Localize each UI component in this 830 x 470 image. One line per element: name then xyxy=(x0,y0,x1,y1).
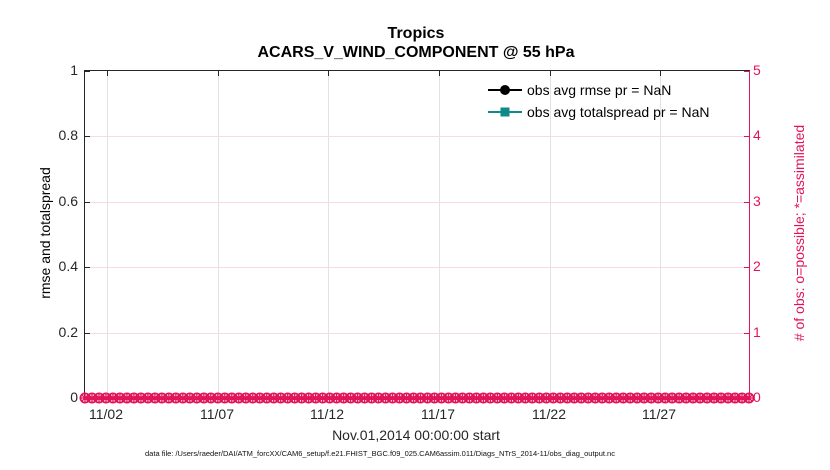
right-tick-label: 2 xyxy=(753,258,761,274)
x-tick-mark xyxy=(550,71,551,76)
right-tick-label: 0 xyxy=(753,389,761,405)
right-tick-mark xyxy=(744,333,749,334)
horizontal-gridline xyxy=(85,136,749,137)
right-axis-label: # of obs: o=possible; *=assimilated xyxy=(791,124,807,342)
right-tick-mark xyxy=(744,136,749,137)
plot-subtitle: ACARS_V_WIND_COMPONENT @ 55 hPa xyxy=(257,44,575,61)
legend-item: obs avg totalspread pr = NaN xyxy=(488,101,710,123)
left-tick-mark xyxy=(85,202,90,203)
vertical-gridline xyxy=(328,71,329,398)
x-tick-label: 11/27 xyxy=(642,406,676,422)
plot-area: obs avg rmse pr = NaN obs avg totalspread… xyxy=(79,70,755,404)
vertical-gridline xyxy=(107,71,108,398)
x-tick-label: 11/22 xyxy=(532,406,566,422)
obs-count-marker-band xyxy=(79,392,755,404)
x-tick-label: 11/02 xyxy=(89,406,123,422)
right-tick-label: 1 xyxy=(753,324,761,340)
left-tick-label: 0.2 xyxy=(58,324,78,340)
left-tick-mark xyxy=(85,136,90,137)
x-tick-label: 11/12 xyxy=(310,406,344,422)
left-axis-label: rmse and totalspread xyxy=(37,167,53,299)
data-file-path: data file: /Users/raeder/DAI/ATM_forcXX/… xyxy=(145,449,615,458)
right-tick-mark xyxy=(744,267,749,268)
left-tick-label: 0.6 xyxy=(58,193,78,209)
legend-circle-marker xyxy=(500,85,510,95)
left-tick-mark xyxy=(85,267,90,268)
x-tick-label: 11/07 xyxy=(200,406,234,422)
right-tick-mark xyxy=(744,202,749,203)
left-tick-label: 1 xyxy=(70,62,78,78)
x-tick-label: 11/17 xyxy=(421,406,455,422)
x-tick-mark xyxy=(439,71,440,76)
right-tick-label: 4 xyxy=(753,127,761,143)
left-tick-label: 0 xyxy=(70,389,78,405)
legend-line xyxy=(488,85,522,95)
right-tick-label: 3 xyxy=(753,193,761,209)
left-tick-label: 0.4 xyxy=(58,258,78,274)
horizontal-gridline xyxy=(85,267,749,268)
plot-title: Tropics xyxy=(387,25,445,42)
left-tick-label: 0.8 xyxy=(58,127,78,143)
horizontal-gridline xyxy=(85,202,749,203)
right-tick-label: 5 xyxy=(753,62,761,78)
right-tick-mark xyxy=(744,71,749,72)
left-tick-mark xyxy=(85,71,90,72)
x-tick-mark xyxy=(328,71,329,76)
vertical-gridline xyxy=(660,71,661,398)
legend-square-marker xyxy=(500,107,510,117)
vertical-gridline xyxy=(550,71,551,398)
legend-item: obs avg rmse pr = NaN xyxy=(488,79,710,101)
x-tick-mark xyxy=(107,71,108,76)
vertical-gridline xyxy=(439,71,440,398)
x-tick-mark xyxy=(218,71,219,76)
left-tick-mark xyxy=(85,333,90,334)
x-axis-label: Nov.01,2014 00:00:00 start xyxy=(332,427,500,443)
vertical-gridline xyxy=(218,71,219,398)
legend: obs avg rmse pr = NaN obs avg totalspread… xyxy=(488,79,710,123)
x-tick-mark xyxy=(660,71,661,76)
legend-label: obs avg rmse pr = NaN xyxy=(527,82,672,98)
horizontal-gridline xyxy=(85,333,749,334)
legend-label: obs avg totalspread pr = NaN xyxy=(527,104,710,120)
legend-line xyxy=(488,107,522,117)
